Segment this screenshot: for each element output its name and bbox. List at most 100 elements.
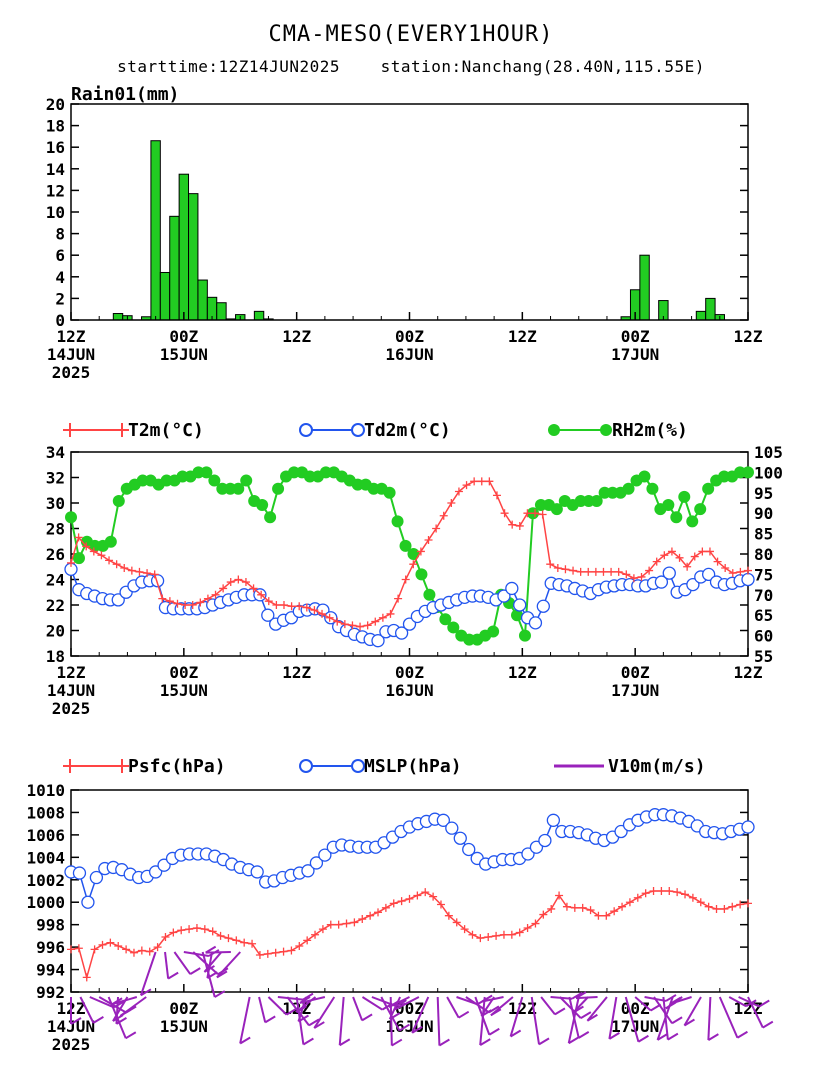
temp-y-tick-label: 22 [46, 596, 65, 615]
psfc-point [736, 900, 745, 909]
rain-y-tick-label: 20 [46, 95, 65, 114]
wind-barb-flag [205, 945, 217, 954]
mslp-point [445, 821, 459, 835]
wind-barb-flag [571, 991, 583, 1000]
t2m-point [629, 574, 638, 583]
rain-y-tick-label: 14 [46, 160, 65, 179]
rh2m-point [65, 511, 77, 524]
psfc-point [602, 911, 611, 920]
td2m-point [261, 608, 275, 622]
t2m-point [112, 560, 121, 569]
t2m-point [675, 553, 684, 562]
psfc-point [641, 889, 650, 898]
t2m-point [531, 509, 540, 518]
wind-barb-flag [125, 1031, 137, 1040]
wind-barb [509, 996, 524, 1037]
wind-barb [338, 996, 345, 1046]
t2m-point [454, 487, 463, 496]
wind-barb [203, 951, 223, 973]
psfc-point [728, 902, 737, 911]
temp-y-tick-label: 18 [46, 647, 65, 666]
t2m-point [181, 601, 190, 609]
t2m-point [652, 557, 661, 566]
psfc-point [374, 908, 383, 917]
rh-y-tick-label: 65 [754, 606, 773, 625]
psfc-point [169, 928, 178, 937]
rh2m-point [264, 511, 277, 524]
wind-barb-flag [214, 990, 226, 998]
rh2m-point [391, 515, 404, 528]
wind-barb-flag [707, 1033, 719, 1041]
wind-barb-flag [479, 1038, 491, 1046]
wind-barb-flag [167, 971, 179, 980]
rain-x-tick-label: 2025 [52, 363, 91, 382]
mslp-legend-label: MSLP(hPa) [364, 756, 462, 777]
wind-barb [352, 996, 364, 1021]
rh2m-point [272, 482, 285, 495]
t2m-point [500, 509, 509, 518]
psfc-point [555, 891, 564, 900]
wind-barb [683, 996, 702, 1027]
psfc-point [712, 904, 721, 913]
wind-barb [653, 996, 673, 1024]
psfc-point [240, 938, 249, 947]
mslp-legend-marker [299, 759, 313, 773]
wind-barb [747, 996, 764, 1029]
psfc-point [649, 887, 658, 895]
psfc-point [570, 903, 579, 912]
psfc-point [318, 925, 327, 934]
rh2m-point [678, 490, 691, 503]
temp-y-tick-label: 28 [46, 520, 65, 539]
temp-x-tick-label: 12Z [282, 663, 311, 682]
wind-barb [313, 996, 336, 1029]
rh2m-legend-marker [548, 424, 560, 436]
t2m-point [173, 599, 182, 608]
t2m-legend-marker [115, 423, 129, 437]
wind-barb-flag [538, 1037, 550, 1046]
psfc-point [216, 931, 225, 940]
pres-x-tick-label: 00Z [395, 999, 424, 1018]
rh2m-point [742, 466, 754, 479]
psfc-point [98, 940, 107, 949]
rh2m-point [638, 470, 651, 483]
psfc-point [429, 892, 438, 901]
wind-barb-flag [580, 1011, 592, 1019]
psfc-point [720, 904, 729, 913]
psfc-point [586, 906, 595, 915]
psfc-point [82, 973, 91, 982]
rain-bar [253, 310, 265, 321]
t2m-point [394, 594, 403, 603]
rh2m-point [447, 621, 460, 634]
wind-barb-flag [762, 1020, 774, 1029]
td2m-legend-label: Td2m(°C) [364, 420, 451, 441]
t2m-point [728, 569, 737, 578]
t2m-point [523, 509, 532, 518]
t2m-point [74, 533, 83, 542]
t2m-point [249, 584, 258, 593]
rh2m-point [686, 515, 699, 528]
psfc-point [145, 947, 154, 956]
wind-barb-flag [264, 1015, 276, 1024]
rh-y-tick-label: 60 [754, 627, 773, 646]
wind-barb-flag [637, 1034, 649, 1043]
temp-x-tick-label: 16JUN [385, 681, 433, 700]
wind-barb-flag [140, 988, 152, 997]
mslp-point [72, 866, 87, 880]
rh2m-point [550, 503, 563, 516]
psfc-point [468, 930, 477, 939]
t2m-point [424, 535, 433, 544]
t2m-point [333, 617, 342, 626]
t2m-point [705, 547, 714, 556]
wind-barb-flag [554, 1007, 566, 1016]
wind-barb-flag [669, 996, 681, 1005]
wind-barb-flag [758, 999, 770, 1008]
pres-x-tick-label: 2025 [52, 1035, 91, 1054]
t2m-point [515, 521, 524, 530]
rain-bar [216, 302, 227, 321]
td2m-point [741, 572, 755, 587]
t2m-point [325, 613, 334, 622]
td2m-point [536, 599, 550, 613]
wind-barb-flag [480, 1009, 492, 1017]
psfc-point [122, 945, 131, 954]
psfc-point [342, 919, 351, 928]
